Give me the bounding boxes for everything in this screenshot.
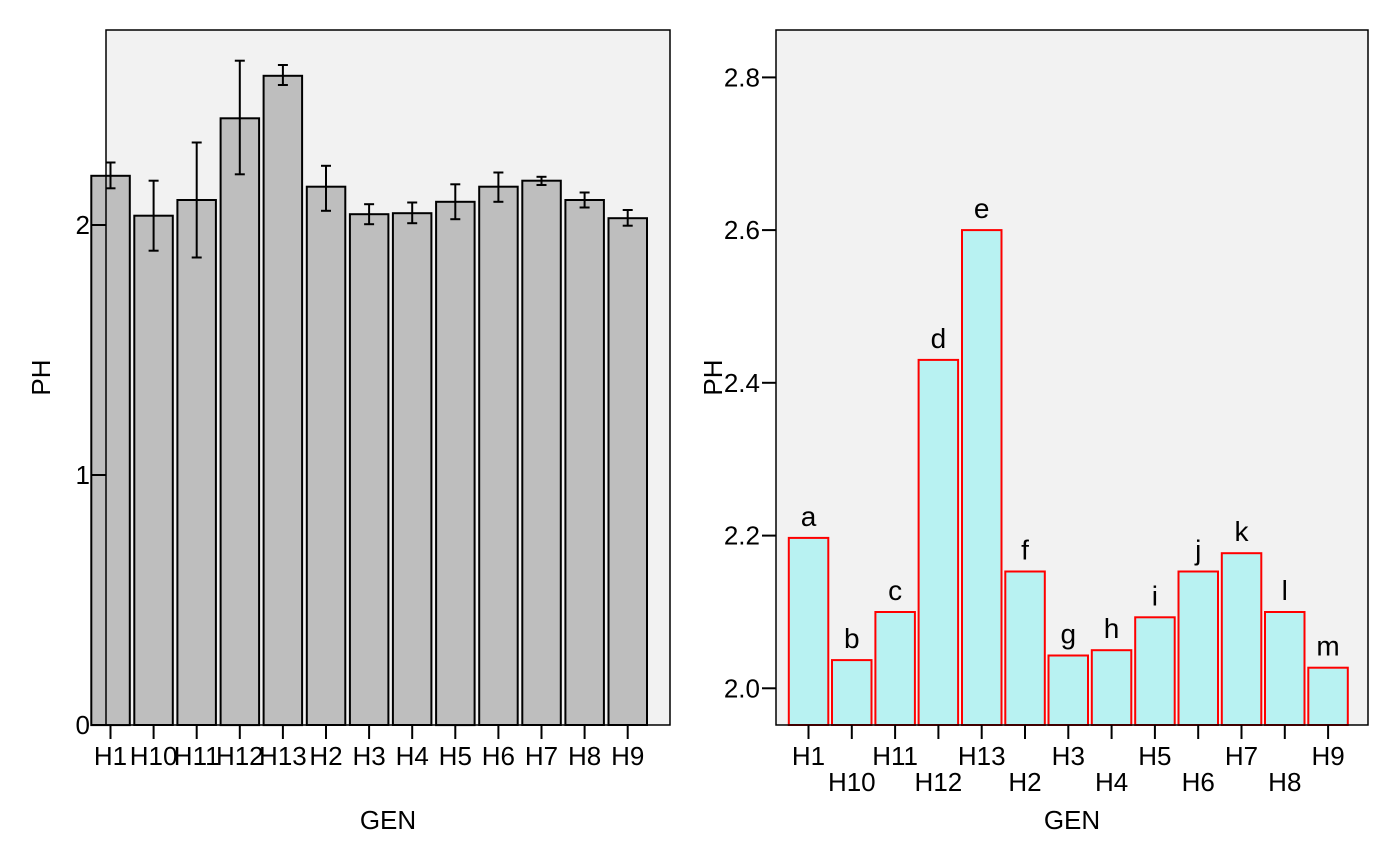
error-bar-h12	[234, 59, 245, 176]
panel-border	[105, 29, 671, 726]
error-bar-h13	[277, 64, 288, 86]
bar-h6	[478, 185, 519, 726]
bar-h5	[435, 200, 476, 727]
bar-h9	[607, 217, 648, 726]
y-axis-label: PH	[26, 359, 56, 395]
x-tick-label-h13: H13	[958, 741, 1006, 771]
bar-h3	[348, 213, 390, 726]
data-label-g: g	[1061, 619, 1077, 650]
x-tick-label-h3: H3	[1052, 741, 1085, 771]
x-tick-label-h3: H3	[352, 741, 385, 771]
x-tick-label-h6: H6	[482, 741, 515, 771]
x-axis-label: GEN	[1044, 805, 1100, 835]
x-tick-label-h5: H5	[1138, 741, 1171, 771]
y-tick-label: 2.8	[724, 62, 760, 92]
error-bar-h9	[622, 209, 633, 227]
x-tick-label-h9: H9	[1311, 741, 1344, 771]
x-tick-label-h8: H8	[568, 741, 601, 771]
y-tick-label: 2.6	[724, 215, 760, 245]
error-bar-h7	[536, 175, 547, 186]
y-tick-label: 2.4	[724, 368, 760, 398]
bar-h10	[831, 659, 873, 726]
data-label-l: l	[1282, 575, 1288, 606]
bar-h1	[90, 174, 131, 727]
x-tick-label-h6: H6	[1182, 767, 1215, 797]
error-bar-h2	[321, 164, 331, 212]
bar-h2	[305, 185, 347, 726]
y-tick-label: 2.2	[724, 521, 760, 551]
bar-h7	[521, 179, 562, 726]
data-label-f: f	[1021, 535, 1029, 566]
error-bar-h11	[191, 141, 202, 259]
x-tick-label-h12: H12	[915, 767, 963, 797]
x-tick-label-h9: H9	[611, 741, 644, 771]
x-tick-label-h10: H10	[130, 741, 178, 771]
y-tick-label: 1	[76, 460, 90, 490]
error-bar-h10	[148, 179, 159, 252]
panel-border	[775, 29, 1369, 726]
bar-h8	[564, 199, 605, 726]
bar-h1	[787, 536, 830, 727]
x-axis-label: GEN	[360, 805, 416, 835]
x-tick-label-h4: H4	[1095, 767, 1128, 797]
bar-h12	[219, 117, 261, 727]
bar-h12	[917, 358, 960, 726]
data-label-a: a	[801, 501, 817, 532]
error-bar-h5	[450, 183, 461, 221]
bar-h4	[391, 212, 433, 726]
panel-background	[776, 30, 1368, 725]
x-tick-label-h5: H5	[439, 741, 472, 771]
data-label-j: j	[1194, 535, 1201, 566]
error-bar-h8	[579, 191, 590, 209]
x-tick-label-h1: H1	[94, 741, 127, 771]
bar-h2	[1004, 570, 1046, 726]
bar-h4	[1090, 649, 1133, 727]
y-tick-label: 2	[76, 210, 90, 240]
data-label-c: c	[888, 575, 902, 606]
x-tick-label-h7: H7	[525, 741, 558, 771]
data-label-k: k	[1235, 516, 1250, 547]
bar-h6	[1177, 570, 1219, 726]
x-tick-label-h11: H11	[174, 741, 220, 771]
x-tick-label-h8: H8	[1268, 767, 1301, 797]
data-label-b: b	[844, 623, 860, 654]
bar-h11	[874, 611, 916, 726]
x-tick-label-h11: H11	[872, 741, 918, 771]
x-tick-label-h7: H7	[1225, 741, 1258, 771]
y-axis-label: PH	[698, 359, 728, 395]
error-bar-h3	[364, 203, 375, 226]
bar-h13	[961, 229, 1003, 726]
x-tick-label-h1: H1	[792, 741, 825, 771]
bar-h8	[1264, 611, 1306, 726]
x-tick-label-h2: H2	[1008, 767, 1041, 797]
x-tick-label-h13: H13	[259, 741, 307, 771]
y-tick-label: 0	[76, 710, 90, 740]
error-bar-h6	[493, 171, 504, 203]
bar-h3	[1047, 654, 1089, 726]
y-tick-label: 2.0	[724, 673, 760, 703]
data-label-i: i	[1152, 580, 1158, 611]
data-label-e: e	[974, 193, 990, 224]
bar-h9	[1307, 666, 1349, 727]
x-tick-label-h12: H12	[216, 741, 264, 771]
x-tick-label-h2: H2	[309, 741, 342, 771]
bar-h10	[133, 214, 174, 726]
x-tick-label-h10: H10	[828, 767, 876, 797]
bar-h11	[176, 199, 217, 726]
error-bar-h1	[105, 161, 116, 190]
data-label-h: h	[1104, 613, 1120, 644]
error-bar-h4	[407, 201, 418, 225]
data-label-m: m	[1316, 631, 1339, 662]
bar-h5	[1134, 616, 1176, 726]
bar-h13	[262, 74, 304, 727]
x-tick-label-h4: H4	[396, 741, 429, 771]
bar-h7	[1220, 552, 1263, 727]
data-label-d: d	[931, 323, 947, 354]
